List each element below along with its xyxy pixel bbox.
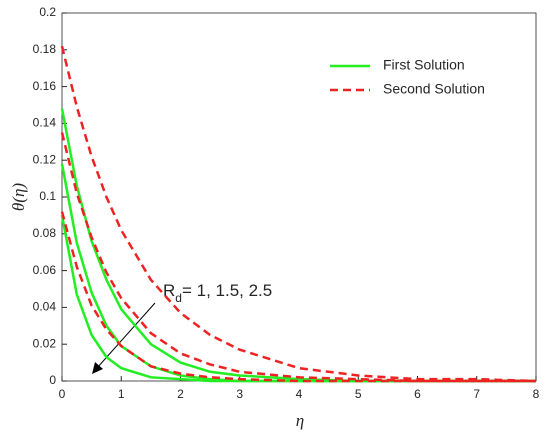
line-curve bbox=[60, 211, 536, 383]
y-tick-label: 0.04 bbox=[33, 300, 57, 314]
line-curve bbox=[60, 215, 536, 383]
legend-label: Second Solution bbox=[383, 81, 485, 97]
y-axis-label: θ(η) bbox=[9, 183, 28, 211]
x-axis-label: η bbox=[296, 411, 304, 430]
y-tick-label: 0.08 bbox=[33, 226, 57, 240]
line-curve bbox=[60, 132, 536, 383]
x-tick-label: 2 bbox=[177, 387, 184, 401]
arrow-head bbox=[92, 362, 103, 374]
line-curve bbox=[60, 108, 536, 383]
line-curve bbox=[60, 163, 536, 383]
y-tick-label: 0.02 bbox=[33, 336, 57, 350]
y-tick-label: 0.16 bbox=[33, 79, 57, 93]
x-tick-label: 6 bbox=[414, 387, 421, 401]
annotation-rest: = 1, 1.5, 2.5 bbox=[182, 281, 272, 300]
x-tick-label: 0 bbox=[59, 387, 66, 401]
y-tick-label: 0.1 bbox=[39, 189, 56, 203]
y-tick-label: 0 bbox=[49, 373, 56, 387]
legend-label: First Solution bbox=[383, 57, 465, 73]
y-tick-label: 0.2 bbox=[39, 5, 56, 19]
x-tick-label: 7 bbox=[473, 387, 480, 401]
annotation: Rd= 1, 1.5, 2.5 bbox=[163, 281, 272, 305]
annotation-arrow bbox=[96, 302, 156, 369]
plot-frame bbox=[61, 12, 537, 382]
y-tick-label: 0.18 bbox=[33, 42, 57, 56]
y-tick-label: 0.14 bbox=[33, 116, 57, 130]
y-tick-label: 0.12 bbox=[33, 152, 57, 166]
line-curve bbox=[60, 45, 537, 383]
x-tick-label: 4 bbox=[296, 387, 303, 401]
annotation-base: R bbox=[163, 281, 175, 300]
x-tick-label: 5 bbox=[355, 387, 362, 401]
x-tick-label: 8 bbox=[533, 387, 540, 401]
x-tick-label: 3 bbox=[236, 387, 243, 401]
x-tick-label: 1 bbox=[118, 387, 125, 401]
annotation-subscript: d bbox=[175, 291, 182, 305]
y-tick-label: 0.06 bbox=[33, 263, 57, 277]
